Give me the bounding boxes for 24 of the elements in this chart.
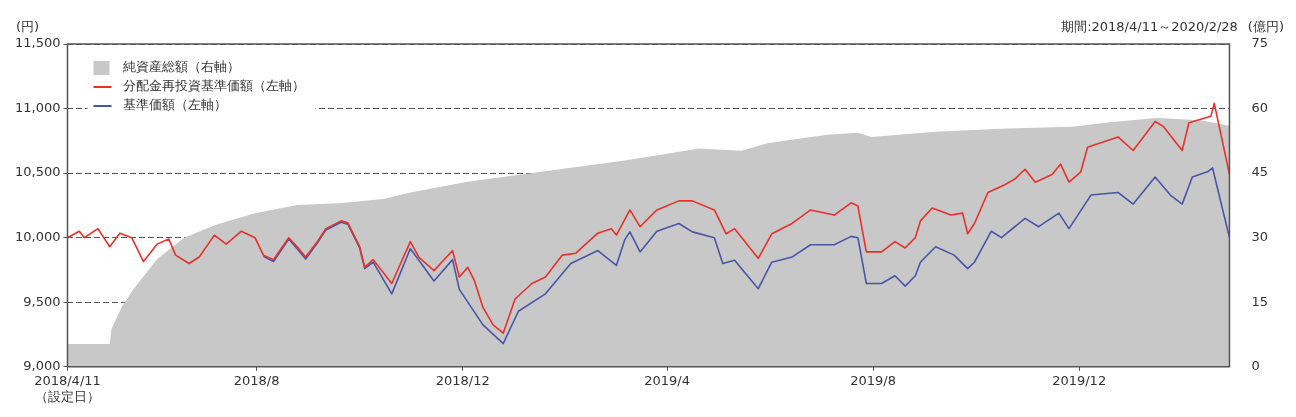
y2-tick-label: 0 [1251,358,1260,374]
x-tick-label: 2018/4/11 （設定日） [34,372,101,404]
x-tick-label: 2018/12 [435,372,490,388]
legend-label: 分配金再投資基準価額（左軸） [123,78,306,94]
y2-tick-label: 15 [1251,293,1268,309]
y-tick-label: 11,500 [14,35,61,51]
y2-tick-label: 75 [1251,35,1268,51]
x-tick-label: 2019/8 [850,372,896,388]
legend-label: 基準価額（左軸） [123,97,228,113]
y-tick-label: 10,000 [14,229,61,245]
y2-tick-label: 45 [1251,164,1268,180]
y2-axis-title: (億円) [1247,18,1284,34]
y2-tick-label: 60 [1251,99,1268,115]
x-tick-label: 2018/8 [233,372,280,388]
y-tick-label: 10,500 [14,164,61,180]
legend-label: 純資産総額（右軸） [123,59,241,75]
chart-subtitle: 期間:2018/4/11～2020/2/28 [1061,18,1238,34]
y-tick-label: 9,500 [23,293,61,309]
x-tick-label: 2019/12 [1052,372,1107,388]
y-tick-label: 11,000 [14,99,61,115]
y-axis-title: (円) [15,18,40,34]
x-tick-label: 2019/4 [644,372,690,388]
y-tick-label: 9,000 [23,358,61,374]
y2-tick-label: 30 [1251,229,1268,245]
